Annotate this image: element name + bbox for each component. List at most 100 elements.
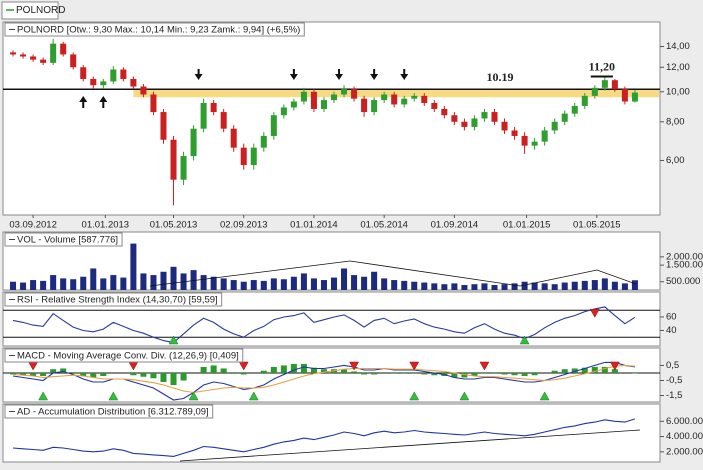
- candle-body: [250, 147, 257, 166]
- buy-signal: [168, 335, 179, 345]
- volume-bar: [60, 278, 67, 290]
- volume-bar: [110, 275, 117, 290]
- histogram-bar: [631, 372, 638, 374]
- histogram-bar: [481, 372, 488, 374]
- volume-bar: [150, 275, 157, 290]
- candle-body: [190, 128, 197, 157]
- y-tick-label: 6,00: [666, 155, 685, 166]
- tab-label: POLNORD: [16, 5, 65, 16]
- candle-body: [571, 105, 578, 114]
- volume-bar: [411, 281, 418, 290]
- candle-body: [481, 112, 488, 119]
- candle-body: [320, 100, 327, 109]
- volume-bar: [551, 284, 558, 290]
- histogram-bar: [30, 372, 37, 376]
- candle-body: [391, 94, 398, 105]
- histogram-bar: [561, 369, 568, 373]
- volume-bar: [160, 271, 167, 290]
- volume-bar: [260, 280, 267, 290]
- tab-box: [1, 1, 59, 20]
- histogram-bar: [491, 372, 498, 374]
- volume-bar: [431, 283, 438, 290]
- volume-bar: [330, 277, 338, 290]
- volume-bar: [451, 283, 458, 290]
- arrow-down: [289, 69, 298, 80]
- candle-body: [521, 135, 528, 146]
- volume-bar: [501, 284, 508, 290]
- volume-bar: [200, 275, 207, 290]
- histogram-bar: [421, 372, 428, 375]
- arrow-up: [99, 96, 108, 108]
- volume-bar: [361, 276, 368, 290]
- candle-body: [491, 112, 498, 122]
- candle-body: [441, 108, 448, 116]
- histogram-bar: [571, 368, 578, 373]
- histogram-bar: [461, 372, 468, 378]
- volume-bar: [320, 280, 327, 290]
- buy-signal: [519, 335, 530, 345]
- candle-body: [411, 95, 418, 99]
- candle-body: [300, 91, 307, 102]
- buy-signal: [38, 391, 49, 401]
- candle-body: [631, 92, 638, 102]
- candle-body: [611, 80, 618, 90]
- candle-body: [471, 118, 478, 127]
- histogram-bar: [401, 372, 408, 374]
- histogram-bar: [320, 369, 327, 373]
- volume-bar: [371, 271, 378, 290]
- series-line: [12, 306, 636, 344]
- volume-bar: [461, 285, 468, 290]
- panel-header-box: [4, 22, 305, 37]
- candle-body: [160, 112, 167, 140]
- histogram-bar: [210, 365, 217, 373]
- candle-body: [80, 67, 87, 79]
- y-tick-label: 10,00: [666, 86, 690, 97]
- histogram-bar: [280, 365, 287, 373]
- candle-body: [200, 102, 207, 129]
- histogram-bar: [90, 372, 97, 378]
- y-tick-label: 0,5: [666, 360, 679, 371]
- arrow-down: [335, 69, 344, 80]
- histogram-bar: [310, 367, 317, 373]
- volume-bar: [341, 268, 348, 290]
- candle-body: [561, 113, 568, 122]
- candle-body: [621, 89, 628, 102]
- buy-signal: [459, 391, 470, 401]
- candle-body: [381, 94, 388, 101]
- ad-trend: [179, 429, 641, 462]
- panel-header-box: [4, 404, 214, 419]
- volume-bar: [170, 266, 177, 290]
- candle-body: [551, 121, 558, 131]
- histogram-bar: [521, 372, 528, 376]
- candle-body: [230, 128, 237, 148]
- candle-body: [220, 112, 227, 129]
- volume-bar: [381, 278, 388, 290]
- candle-body: [100, 81, 107, 86]
- histogram-bar: [70, 372, 77, 373]
- volume-bar: [10, 281, 17, 290]
- arrow-down: [370, 69, 379, 80]
- y-tick-label: -0,5: [666, 375, 682, 386]
- candle-body: [10, 52, 17, 55]
- x-tick-label: 01.05.2013: [150, 220, 198, 231]
- y-tick-label: 12,00: [666, 62, 690, 73]
- series-line: [12, 364, 635, 394]
- panel-title: AD - Accumulation Distribution [6.312.78…: [17, 407, 209, 418]
- candle-body: [110, 69, 117, 82]
- histogram-bar: [411, 372, 418, 374]
- histogram-bar: [601, 366, 608, 373]
- sell-signal: [609, 361, 620, 371]
- histogram-bar: [300, 363, 307, 373]
- resistance-band: [133, 89, 659, 98]
- volume-bar: [471, 284, 478, 290]
- volume-bar: [521, 281, 528, 290]
- buy-signal: [188, 391, 199, 401]
- candle-body: [40, 59, 47, 63]
- histogram-bar: [100, 372, 107, 376]
- histogram-bar: [160, 372, 167, 382]
- candle-body: [581, 95, 588, 106]
- volume-bar: [621, 283, 628, 290]
- volume-bar: [631, 280, 638, 290]
- volume-bar: [401, 280, 408, 290]
